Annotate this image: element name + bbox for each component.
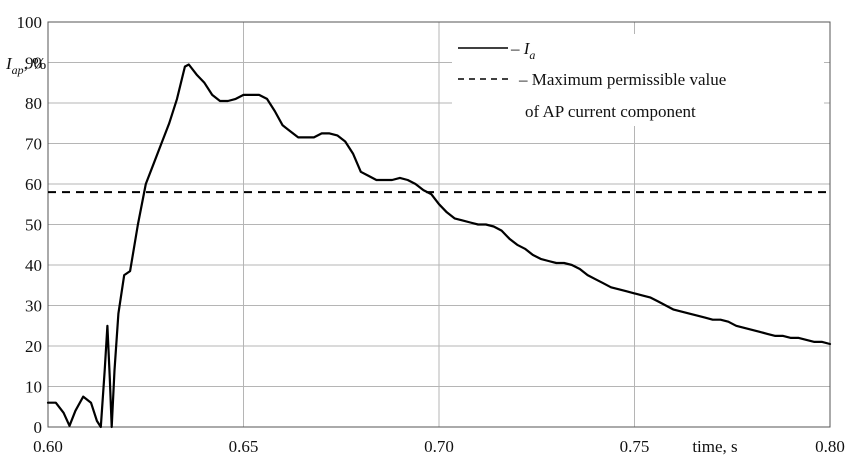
y-tick-label: 0 [34, 418, 43, 437]
series-layer [46, 63, 832, 429]
y-tick-label: 100 [17, 13, 43, 32]
y-axis-title-sub: ap [12, 63, 24, 77]
legend-label-ia-base: I [523, 39, 531, 58]
x-axis-title: time, s [692, 437, 737, 456]
legend-label-max-permissible-line2: of AP current component [525, 102, 696, 121]
y-tick-label: 70 [25, 135, 42, 154]
legend-background [452, 34, 824, 126]
legend-label-ia-dash: – [510, 39, 524, 58]
x-tick-label: 0.65 [229, 437, 259, 456]
y-tick-label: 10 [25, 378, 42, 397]
y-axis-title-suffix: , % [24, 54, 47, 73]
y-axis-title: Iap, % [5, 54, 46, 77]
y-tick-label: 80 [25, 94, 42, 113]
legend: – Ia – Maximum permissible value of AP c… [452, 34, 824, 126]
legend-label-ia-sub: a [529, 48, 535, 62]
x-tick-label: 0.75 [620, 437, 650, 456]
y-tick-label: 20 [25, 337, 42, 356]
series-line-ia [46, 63, 832, 429]
y-axis-title-base: I [5, 54, 13, 73]
x-tick-label: 0.70 [424, 437, 454, 456]
y-tick-label: 30 [25, 297, 42, 316]
x-tick-label: 0.80 [815, 437, 845, 456]
legend-label-max-permissible-line1: – Maximum permissible value [518, 70, 726, 89]
x-tick-label: 0.60 [33, 437, 63, 456]
tick-labels: 0 10 20 30 40 50 60 70 80 90 100 0.60 0.65 0.70 0.75 0.… [17, 13, 845, 456]
plot-frame [47, 21, 831, 428]
y-tick-label: 60 [25, 175, 42, 194]
y-tick-label: 90 [25, 54, 42, 73]
y-tick-label: 40 [25, 256, 42, 275]
legend-label-ia: – Ia [510, 39, 535, 62]
y-tick-label: 50 [25, 216, 42, 235]
